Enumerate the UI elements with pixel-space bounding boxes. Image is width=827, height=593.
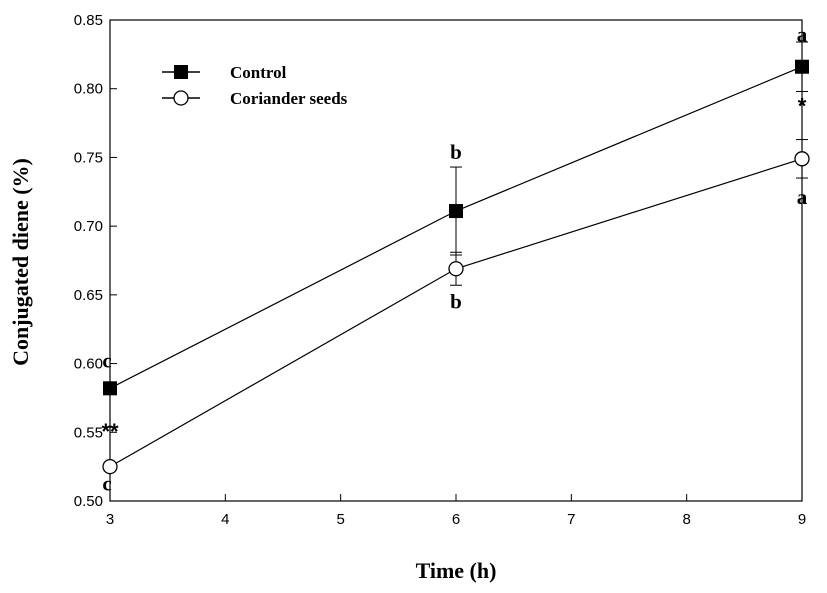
significance-stars: * (798, 93, 807, 118)
x-tick-label: 5 (336, 511, 344, 528)
y-tick-label: 0.65 (74, 287, 103, 304)
x-axis-ticks: 3 4 5 6 7 8 9 (106, 494, 806, 528)
data-point-control (449, 204, 463, 219)
x-tick-label: 7 (567, 511, 575, 528)
y-tick-label: 0.70 (74, 218, 103, 235)
y-tick-label: 0.85 (74, 12, 103, 29)
y-axis-ticks: 0.50 0.55 0.60 0.65 0.70 0.75 0.80 0.85 (74, 12, 117, 510)
y-tick-label: 0.60 (74, 356, 103, 373)
significance-letter: c (102, 348, 111, 372)
x-tick-label: 6 (452, 511, 460, 528)
significance-letter: c (102, 472, 111, 496)
legend-coriander-marker (173, 90, 189, 106)
data-point-coriander-seeds (794, 151, 810, 167)
data-point-control (103, 381, 117, 396)
y-axis-title: Conjugated diene (%) (8, 158, 33, 366)
data-point-coriander-seeds (448, 261, 464, 277)
x-tick-label: 9 (798, 511, 806, 528)
data-point-control (795, 59, 809, 74)
series-layer (102, 41, 810, 475)
significance-letter: b (450, 290, 462, 314)
data-point-coriander-seeds (102, 458, 118, 475)
significance-letter: a (797, 185, 808, 209)
significance-stars: ** (101, 419, 119, 444)
y-tick-label: 0.50 (74, 493, 103, 510)
legend-label-coriander-seeds: Coriander seeds (230, 89, 348, 108)
legend-label-control: Control (230, 63, 287, 82)
x-tick-label: 3 (106, 511, 114, 528)
y-tick-label: 0.80 (74, 81, 103, 98)
significance-letter: a (797, 23, 808, 47)
significance-letter: b (450, 140, 462, 164)
y-tick-label: 0.75 (74, 149, 103, 166)
x-axis-title: Time (h) (416, 558, 497, 583)
legend-control-marker (174, 65, 188, 79)
x-tick-label: 4 (221, 511, 229, 528)
y-tick-label: 0.55 (74, 424, 103, 441)
x-tick-label: 8 (682, 511, 690, 528)
legend: Control Coriander seeds (162, 63, 348, 108)
